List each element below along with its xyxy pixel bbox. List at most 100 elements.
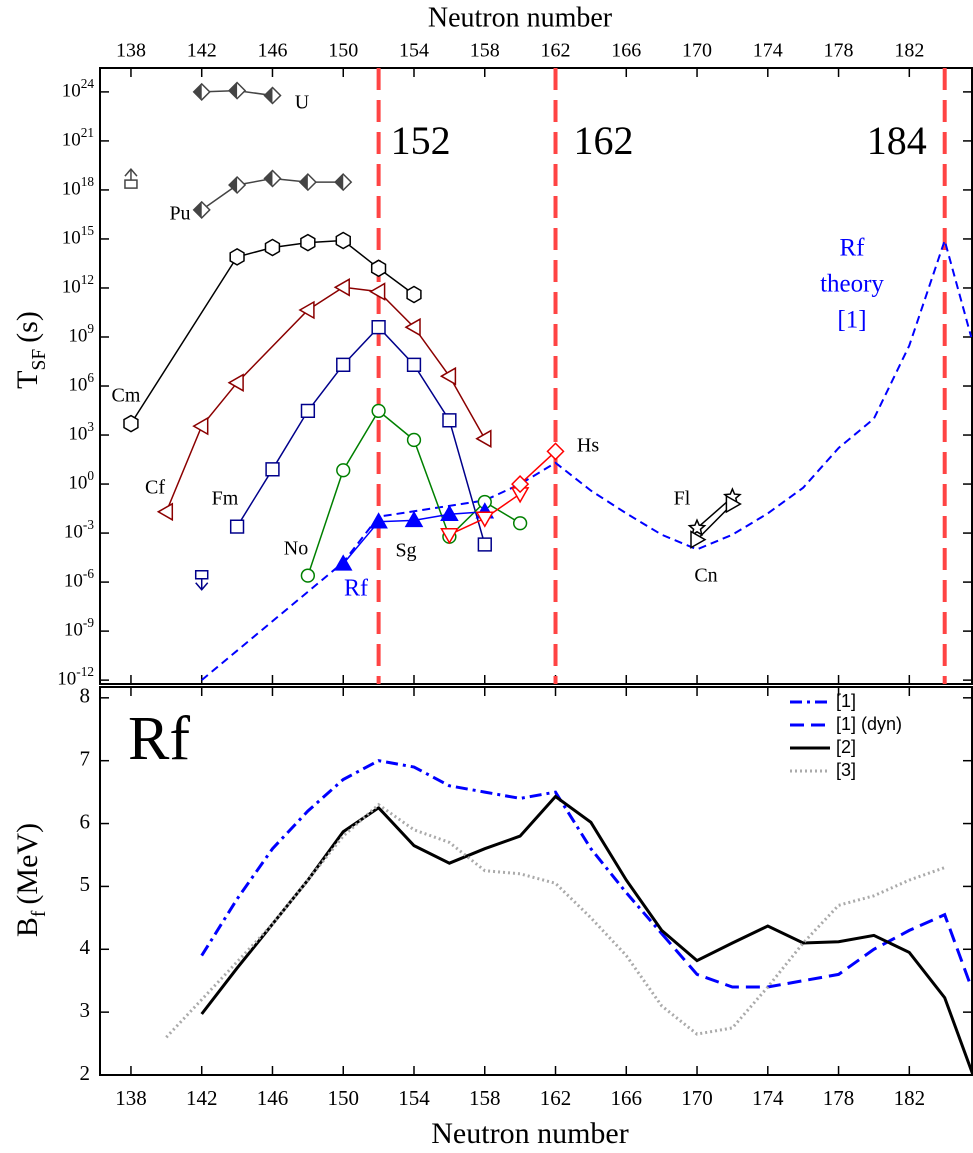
marker-shape — [333, 278, 350, 297]
series-label: U — [295, 92, 310, 114]
limit-head — [195, 582, 209, 591]
marker-shape — [264, 238, 281, 257]
marker-shape — [336, 463, 351, 478]
marker — [371, 320, 386, 335]
marker-shape — [442, 413, 457, 428]
marker — [192, 416, 209, 436]
marker — [298, 173, 317, 192]
marker — [475, 429, 492, 448]
y-tick-label: 1021 — [62, 124, 94, 150]
marker — [263, 86, 282, 105]
y-label-sub: SF — [29, 349, 50, 371]
y-label-main: T — [11, 371, 44, 389]
y-tick-label: 100 — [68, 468, 94, 494]
y-label-main: B — [11, 917, 44, 937]
x-tick-label: 158 — [469, 1086, 501, 1110]
marker-shape — [406, 285, 422, 304]
marker-shape — [440, 504, 459, 522]
series-label: Fl — [674, 488, 691, 510]
y-axis-label: TSF (s) — [11, 311, 50, 389]
x-tick-label: 174 — [752, 1086, 784, 1110]
x-tick-label: 142 — [187, 40, 217, 62]
x-tick-label: 162 — [540, 1086, 572, 1110]
marker-shape — [404, 510, 424, 528]
marker — [336, 357, 351, 372]
limit-marker — [194, 570, 209, 591]
marker — [263, 169, 282, 188]
marker — [369, 282, 386, 301]
y-tick-label: 5 — [80, 872, 91, 896]
plot-frame — [99, 67, 973, 685]
marker — [333, 278, 350, 297]
marker — [690, 530, 707, 549]
theory-label: [1] — [837, 307, 866, 334]
marker — [406, 285, 422, 304]
marker-half — [335, 174, 344, 191]
marker-shape — [298, 300, 315, 320]
marker-shape — [229, 519, 245, 534]
marker — [440, 527, 459, 545]
panel-label: Rf — [128, 705, 190, 773]
series-line — [660, 912, 973, 989]
y-tick-label: 3 — [80, 998, 91, 1022]
marker-shape — [300, 233, 316, 252]
plot-frame — [99, 686, 973, 1076]
y-label-sub: f — [29, 910, 50, 917]
marker-shape — [370, 259, 387, 278]
magic-label: 152 — [391, 118, 451, 163]
x-tick-label: 154 — [398, 1086, 430, 1110]
marker-shape — [404, 317, 421, 337]
series-label: Fm — [212, 488, 239, 510]
x-tick-label: 150 — [328, 40, 358, 62]
x-tick-label: 178 — [823, 1086, 855, 1110]
marker-shape — [725, 494, 742, 514]
y-tick-label: 109 — [68, 321, 94, 347]
plot-area — [165, 759, 973, 1075]
marker — [300, 403, 316, 419]
marker — [192, 82, 211, 101]
marker — [477, 537, 492, 552]
y-tick-label: 103 — [68, 419, 94, 445]
theory-line — [201, 237, 973, 681]
series-label: Rf — [344, 576, 368, 602]
marker-shape — [336, 357, 351, 372]
magic-label: 184 — [867, 118, 927, 163]
marker — [334, 173, 353, 192]
series-label: Cf — [145, 477, 165, 499]
marker-shape — [333, 554, 353, 571]
marker-half — [229, 177, 238, 194]
marker — [512, 516, 528, 531]
x-tick-label: 154 — [399, 40, 429, 62]
y-tick-label: 1018 — [62, 173, 95, 199]
marker-shape — [123, 414, 139, 433]
x-tick-label: 142 — [186, 1086, 218, 1110]
marker-half — [299, 174, 308, 191]
marker-shape — [512, 516, 528, 531]
x-tick-label: 150 — [327, 1086, 359, 1110]
marker — [511, 475, 530, 494]
marker-shape — [265, 462, 280, 477]
marker-shape — [439, 366, 457, 386]
marker-shape — [440, 527, 459, 545]
marker — [229, 519, 245, 534]
y-tick-label: 4 — [80, 935, 91, 959]
marker-half — [193, 201, 202, 218]
limit-marker — [124, 167, 138, 189]
legend-label: [3] — [836, 760, 856, 780]
x-tick-label: 170 — [681, 1086, 713, 1110]
y-tick-label: 10-9 — [64, 615, 94, 641]
theory-label: theory — [820, 271, 884, 298]
marker-shape — [335, 231, 351, 250]
limit-box — [124, 179, 138, 189]
marker-shape — [475, 511, 495, 528]
marker-shape — [300, 403, 316, 419]
limit-head — [124, 167, 138, 177]
marker — [406, 357, 422, 372]
marker — [370, 259, 387, 278]
marker-half — [264, 170, 273, 187]
x-tick-label: 146 — [257, 40, 287, 62]
marker-shape — [546, 442, 565, 461]
y-tick-label: 1012 — [62, 272, 94, 298]
marker — [404, 317, 421, 337]
y-label-unit: (MeV) — [11, 823, 44, 905]
